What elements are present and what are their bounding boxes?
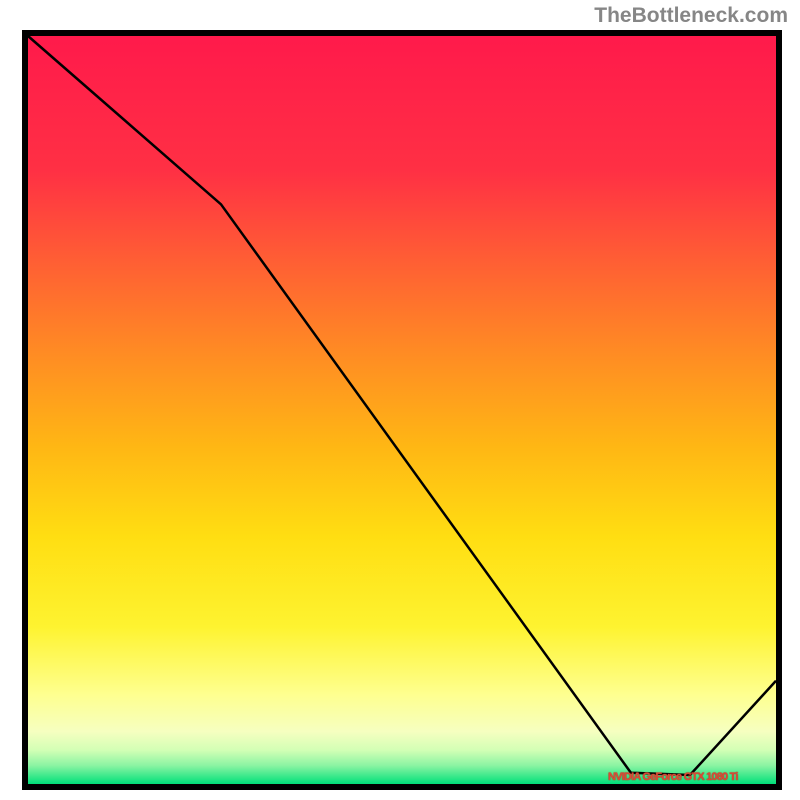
- gpu-marker-label: NVIDIA GeForce GTX 1080 Ti: [608, 771, 738, 783]
- plot-border: [22, 30, 782, 790]
